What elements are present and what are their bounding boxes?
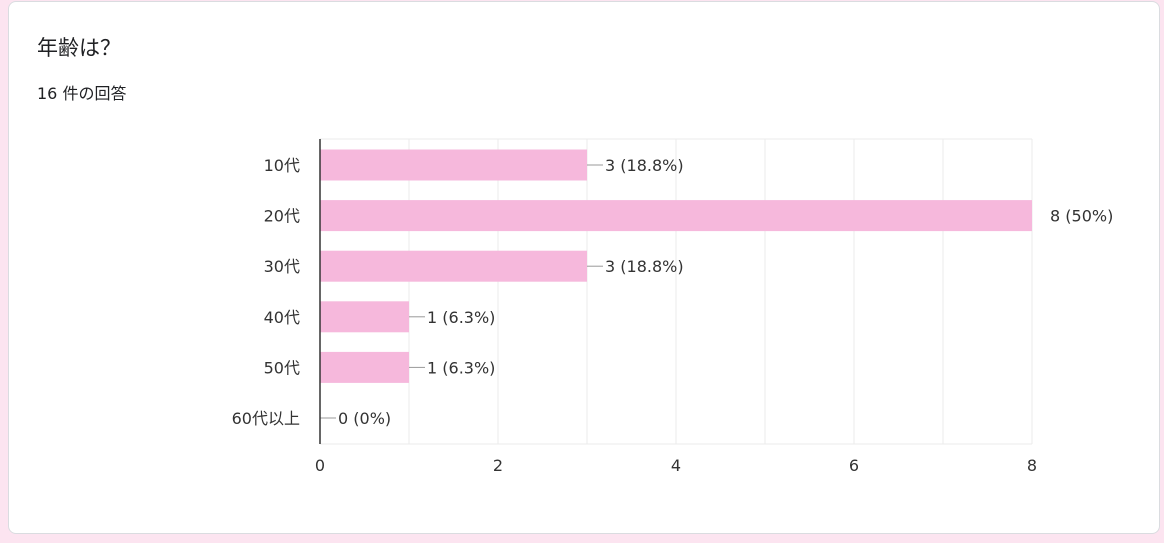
data-label: 1 (6.3%)	[427, 358, 495, 377]
bar-1	[320, 149, 587, 181]
x-tick-label: 6	[849, 456, 859, 475]
data-label: 3 (18.8%)	[605, 156, 684, 175]
category-label: 60代以上	[232, 409, 300, 428]
bar-5	[320, 351, 409, 383]
bar-4	[320, 301, 409, 333]
response-count: 16 件の回答	[37, 84, 127, 103]
data-label: 0 (0%)	[338, 409, 391, 428]
category-label: 50代	[264, 358, 300, 377]
category-label: 30代	[264, 257, 300, 276]
x-tick-label: 0	[315, 456, 325, 475]
data-label: 3 (18.8%)	[605, 257, 684, 276]
data-label: 8 (50%)	[1050, 207, 1113, 226]
x-tick-label: 2	[493, 456, 503, 475]
bar-2	[320, 200, 1032, 232]
x-tick-label: 8	[1027, 456, 1037, 475]
category-label: 10代	[264, 156, 300, 175]
question-title: 年齢は？	[37, 36, 121, 60]
category-label: 40代	[264, 308, 300, 327]
bar-3	[320, 250, 587, 282]
category-label: 20代	[264, 207, 300, 226]
x-tick-label: 4	[671, 456, 681, 475]
data-label: 1 (6.3%)	[427, 308, 495, 327]
